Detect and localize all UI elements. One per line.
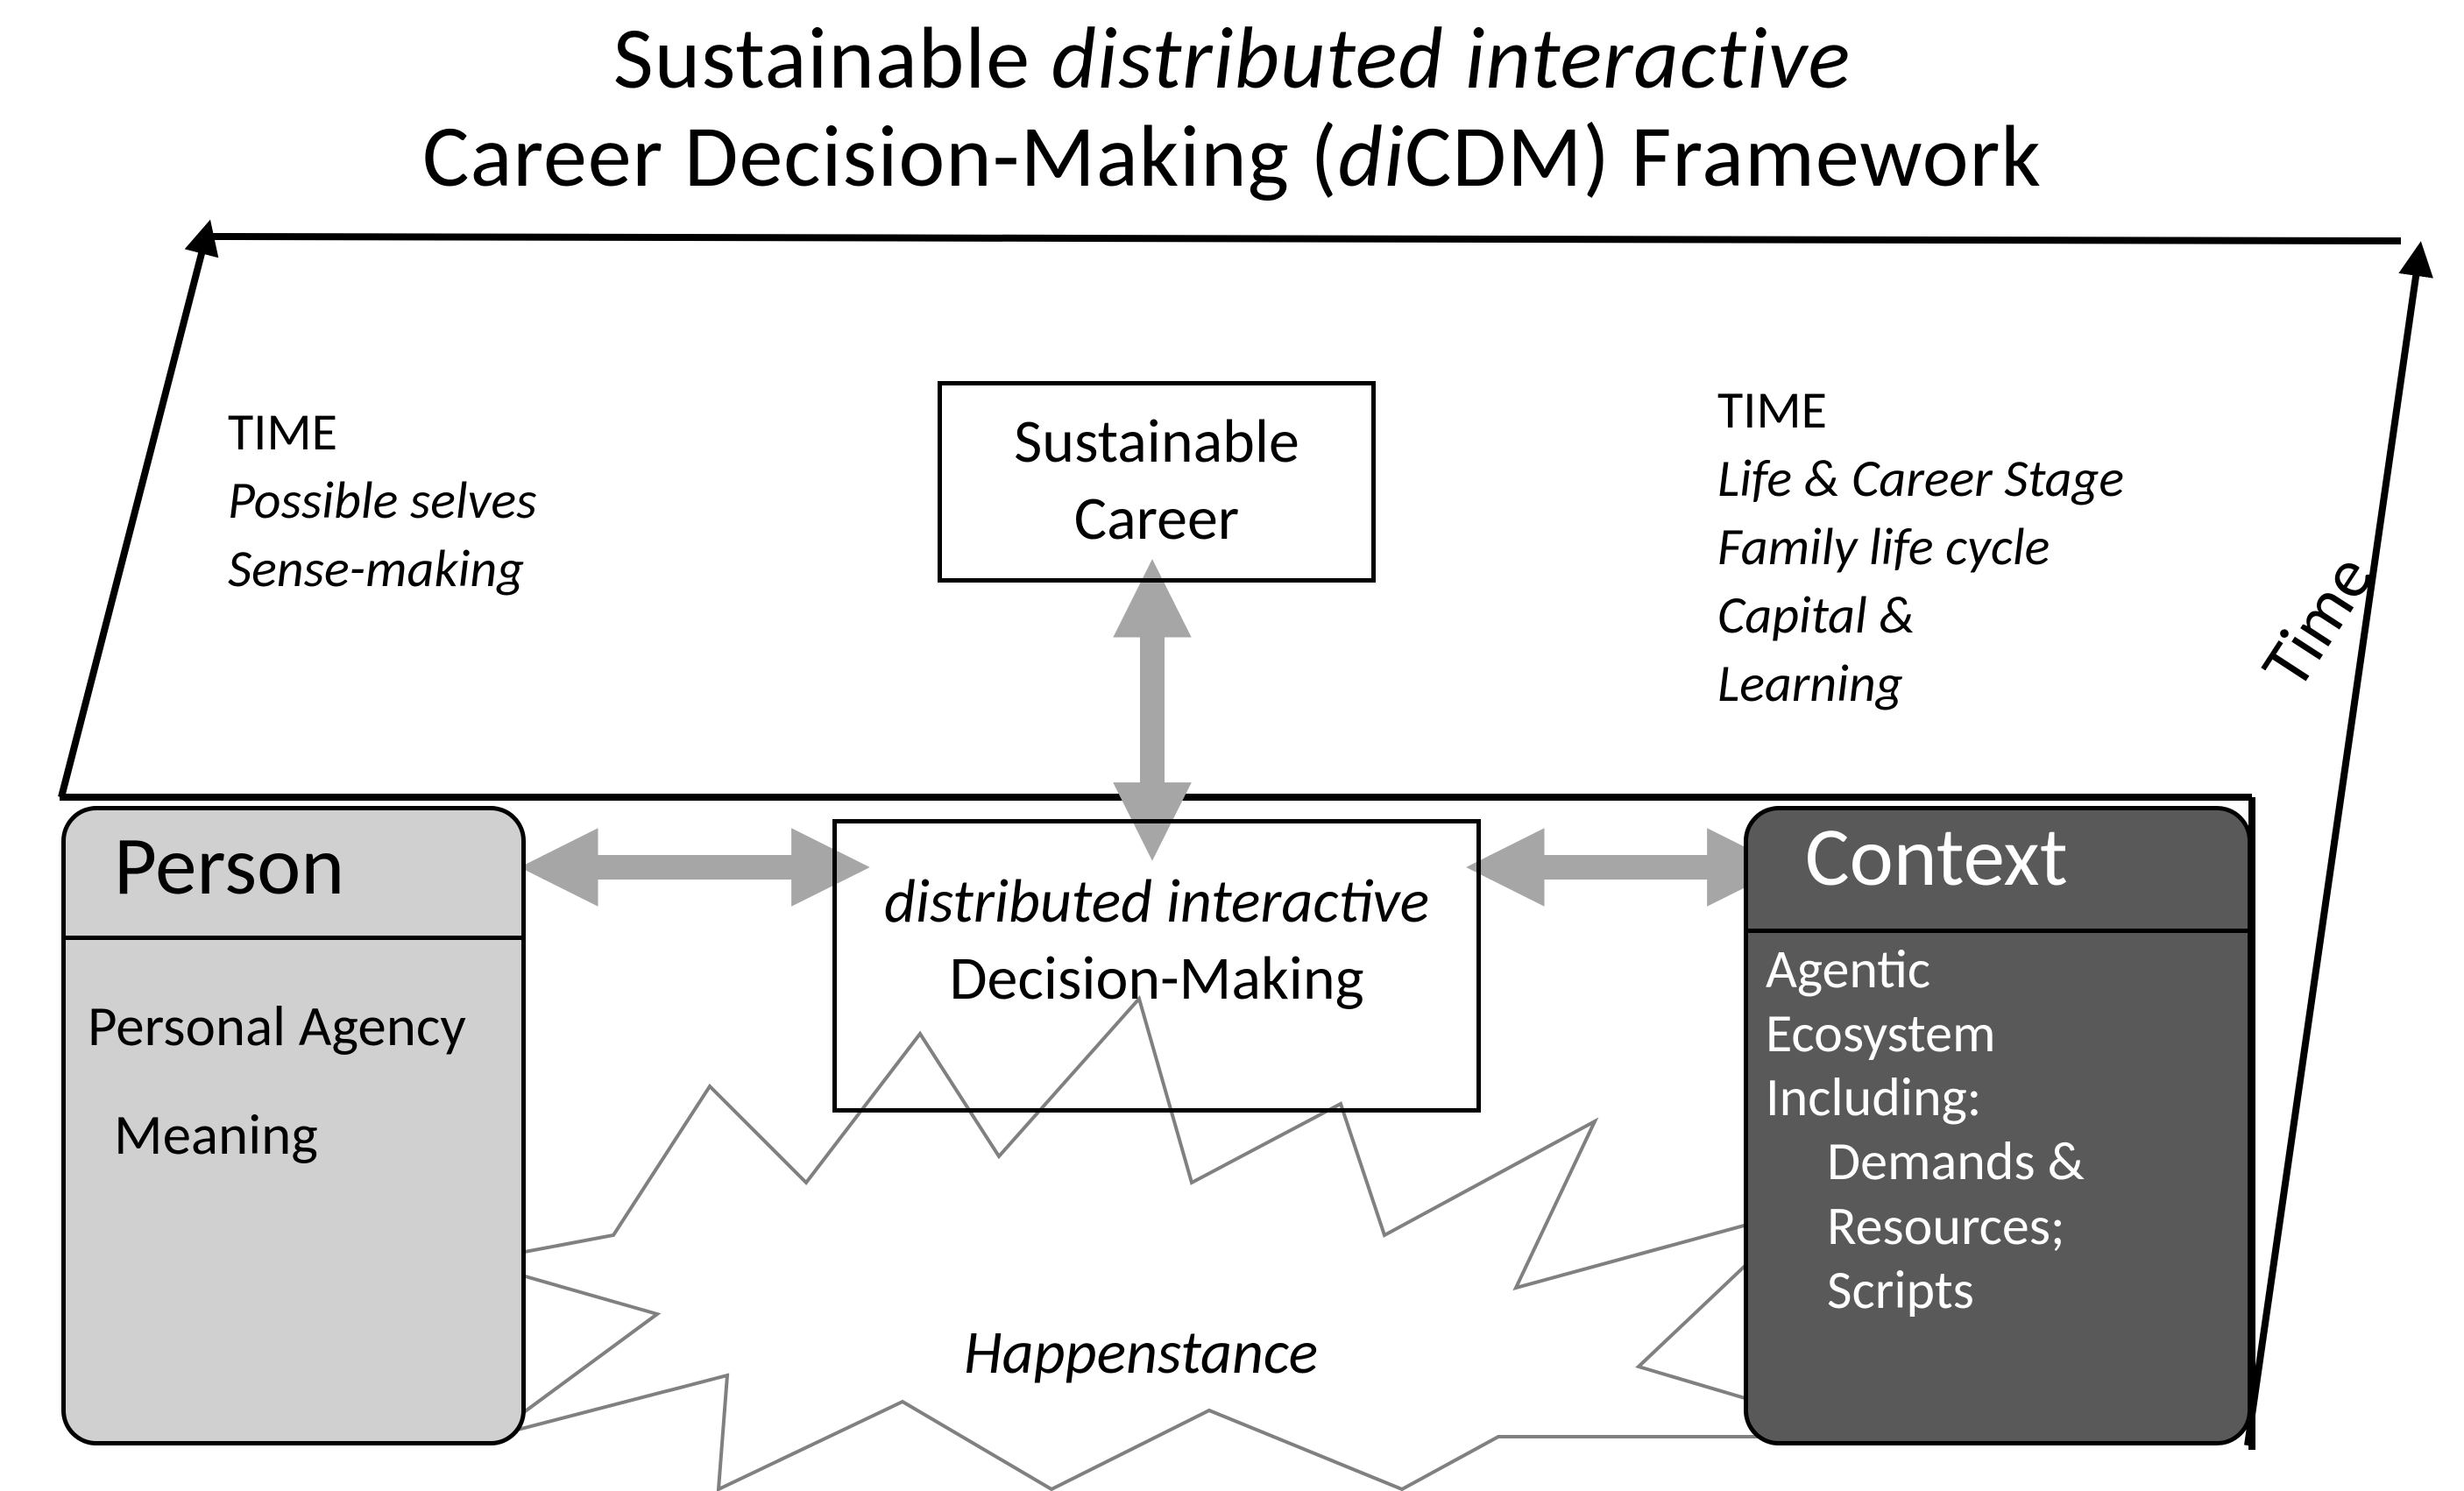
time-left-line2: Sense-making bbox=[228, 537, 524, 601]
sustainable-career-box: Sustainable Career bbox=[938, 381, 1376, 583]
time-left-block: TIME Possible selves Sense-making bbox=[228, 399, 536, 604]
time-right-heading: TIME bbox=[1717, 378, 1827, 442]
happenstance-label: Happenstance bbox=[964, 1314, 1318, 1389]
time-left-line1: Possible selves bbox=[228, 469, 536, 533]
time-left-heading: TIME bbox=[228, 400, 337, 464]
person-line1: Personal Agency bbox=[88, 992, 466, 1061]
diagram-stage: Sustainable distributed interactive Care… bbox=[0, 0, 2464, 1491]
person-line2: Meaning bbox=[88, 1100, 318, 1169]
time-right-line4: Learning bbox=[1717, 652, 1903, 716]
sust-line2: Career bbox=[1074, 480, 1239, 555]
context-line5: Resources; bbox=[1766, 1192, 2065, 1259]
sust-line1: Sustainable bbox=[1014, 403, 1299, 478]
time-right-line3: Capital & bbox=[1717, 583, 1915, 647]
person-divider bbox=[66, 936, 521, 940]
time-right-line1: Life & Career Stage bbox=[1717, 447, 2124, 511]
context-line2: Ecosystem bbox=[1766, 1000, 1995, 1066]
person-title: Person bbox=[114, 815, 344, 916]
context-line6: Scripts bbox=[1766, 1256, 1974, 1323]
context-body: Agentic Ecosystem Including: Demands & R… bbox=[1766, 937, 2239, 1322]
time-right-block: TIME Life & Career Stage Family life cyc… bbox=[1717, 377, 2124, 718]
center-line1: distributed interactive bbox=[884, 863, 1429, 938]
decision-making-box: distributed interactive Decision-Making bbox=[832, 819, 1481, 1113]
context-line3: Including: bbox=[1766, 1063, 1981, 1130]
context-line4: Demands & bbox=[1766, 1127, 2085, 1194]
context-line1: Agentic bbox=[1766, 936, 1930, 1002]
context-divider bbox=[1748, 929, 2248, 933]
center-line2: Decision-Making bbox=[949, 940, 1363, 1015]
time-right-line2: Family life cycle bbox=[1717, 515, 2050, 579]
context-title: Context bbox=[1805, 806, 2068, 908]
person-body: Personal Agency Meaning bbox=[88, 972, 499, 1189]
